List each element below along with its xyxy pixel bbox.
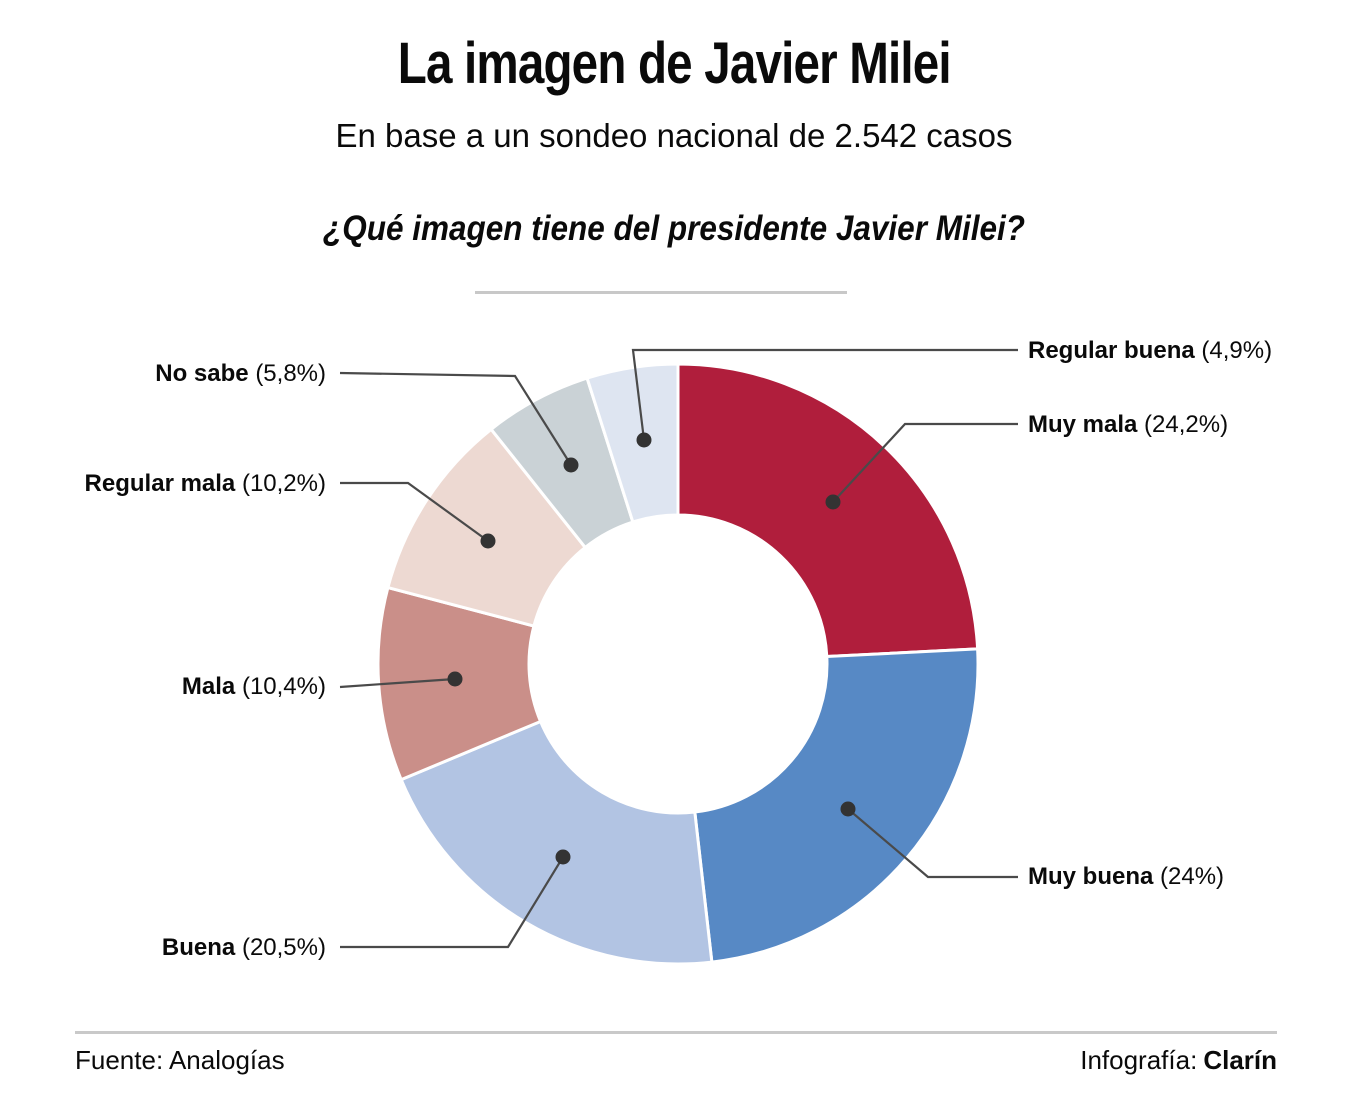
leader-line-muy-mala: [832, 422, 1018, 503]
page-title: La imagen de Javier Milei: [0, 33, 1348, 95]
leader-line-regular-mala: [340, 481, 489, 542]
slice-muy-mala: [676, 362, 980, 659]
callout-muy-mala-value: (24,2%): [1144, 411, 1229, 438]
survey-question-text: ¿Qué imagen tiene del presidente Javier …: [323, 209, 1025, 248]
callout-no-sabe: No sabe (5,8%): [155, 359, 326, 389]
question-divider: [475, 291, 847, 294]
leader-lines: [339, 348, 1018, 949]
callout-muy-buena-value: (24%): [1160, 863, 1225, 890]
callout-muy-mala-label: Muy mala: [1028, 411, 1138, 438]
leader-line-regular-buena: [631, 348, 1018, 441]
infographic-credit-name: Clarín: [1203, 1045, 1277, 1075]
page-title-text: La imagen de Javier Milei: [397, 31, 951, 96]
callout-regular-buena-value: (4,9%): [1201, 337, 1273, 364]
callout-no-sabe-label: No sabe: [155, 360, 249, 387]
callout-muy-buena-label: Muy buena: [1028, 863, 1154, 890]
callout-buena-value: (20,5%): [241, 934, 326, 961]
leader-dot-no-sabe: [563, 457, 579, 473]
source-credit: Fuente: Analogías: [75, 1045, 285, 1075]
callout-regular-mala: Regular mala (10,2%): [85, 469, 326, 499]
leader-dot-muy-mala: [825, 494, 841, 510]
callout-regular-mala-value: (10,2%): [241, 470, 326, 497]
leader-dot-regular-mala: [480, 533, 496, 549]
slice-regular-buena: [585, 362, 680, 524]
leader-dot-buena: [555, 849, 571, 865]
leader-dot-muy-buena: [840, 801, 856, 817]
slice-buena: [399, 719, 714, 966]
infographic-credit-label: Infografía:: [1080, 1045, 1198, 1075]
infographic-credit: Infografía: Clarín: [1080, 1044, 1277, 1076]
footer-divider: [75, 1031, 1277, 1034]
callout-buena: Buena (20,5%): [162, 933, 326, 963]
callout-buena-label: Buena: [161, 934, 236, 961]
callout-mala: Mala (10,4%): [182, 672, 326, 702]
callout-regular-buena: Regular buena (4,9%): [1028, 336, 1272, 366]
callout-mala-label: Mala: [181, 673, 236, 700]
leader-line-no-sabe: [339, 371, 572, 466]
callout-muy-mala: Muy mala (24,2%): [1028, 410, 1228, 440]
leader-line-buena: [340, 856, 564, 949]
callout-muy-buena: Muy buena (24%): [1028, 862, 1224, 892]
leader-dots: [447, 432, 856, 865]
leader-line-muy-buena: [847, 808, 1018, 879]
callout-mala-value: (10,4%): [241, 673, 326, 700]
leader-dot-mala: [447, 671, 463, 687]
callout-regular-mala-label: Regular mala: [84, 470, 236, 497]
leader-dot-regular-buena: [636, 432, 652, 448]
survey-question: ¿Qué imagen tiene del presidente Javier …: [0, 208, 1348, 250]
slice-muy-buena: [693, 647, 980, 964]
callout-no-sabe-value: (5,8%): [255, 360, 326, 387]
leader-line-mala: [339, 677, 456, 689]
subtitle: En base a un sondeo nacional de 2.542 ca…: [335, 117, 1013, 154]
callout-regular-buena-label: Regular buena: [1028, 337, 1195, 364]
